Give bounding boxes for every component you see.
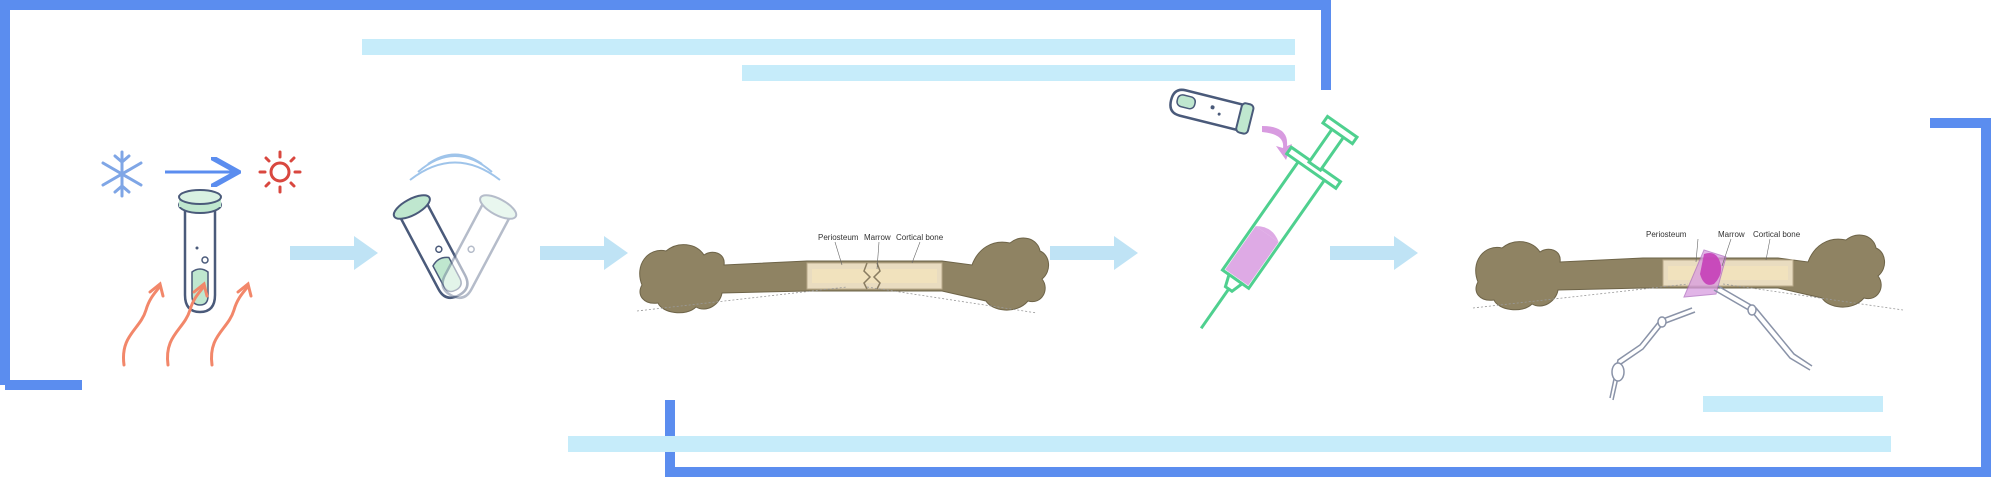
step-injection: Periosteum Marrow Cortical bone [1472, 230, 1904, 401]
label-marrow-left: Marrow [864, 233, 891, 242]
snowflake-icon [101, 150, 143, 198]
label-periosteum-left: Periosteum [818, 233, 859, 242]
heat-waves [122, 281, 253, 367]
label-cortical-left: Cortical bone [896, 233, 944, 242]
label-cortical-right: Cortical bone [1753, 230, 1801, 239]
placeholder-bar-caption-right [1703, 396, 1883, 412]
placeholder-bars [362, 39, 1891, 452]
placeholder-bar-title [362, 39, 1295, 55]
flow-arrow-1 [290, 236, 378, 270]
flow-arrow-3 [1050, 236, 1138, 270]
two-tubes-shaking-icon [392, 194, 518, 299]
placeholder-bar-bottom [568, 436, 1891, 452]
bone-with-injected-gel-icon: Periosteum Marrow Cortical bone [1472, 230, 1904, 311]
flow-arrow-2 [540, 236, 628, 270]
catheter-lines [1609, 285, 1813, 401]
label-marrow-right: Marrow [1718, 230, 1745, 239]
placeholder-bar-subtitle [742, 65, 1295, 81]
step-mixing [392, 153, 518, 299]
bone-with-gap-icon: Periosteum Marrow Cortical bone [636, 233, 1050, 314]
step-loading-syringe [1169, 88, 1360, 330]
step-bone-defect: Periosteum Marrow Cortical bone [636, 233, 1050, 314]
sun-icon [258, 150, 302, 194]
label-periosteum-right: Periosteum [1646, 230, 1687, 239]
small-tube-icon [1169, 88, 1255, 135]
test-tube-with-heat-icon [122, 189, 253, 367]
flow-arrow-4 [1330, 236, 1418, 270]
step-thermal-gelation [101, 150, 302, 367]
frame-top-left [0, 0, 1331, 385]
syringe-icon [1199, 114, 1360, 330]
pour-arrow [1262, 126, 1292, 160]
flow-arrows [290, 236, 1418, 270]
sound-wave-icon [409, 153, 501, 181]
